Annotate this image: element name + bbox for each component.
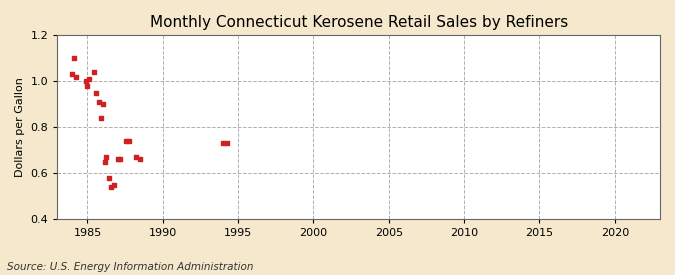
Title: Monthly Connecticut Kerosene Retail Sales by Refiners: Monthly Connecticut Kerosene Retail Sale… xyxy=(150,15,568,30)
Point xyxy=(135,157,146,161)
Point xyxy=(121,139,132,143)
Point xyxy=(81,79,92,83)
Point xyxy=(112,157,123,161)
Point xyxy=(124,139,134,143)
Point xyxy=(96,116,107,120)
Point xyxy=(115,157,126,161)
Point xyxy=(68,56,79,60)
Point xyxy=(217,141,228,145)
Text: Source: U.S. Energy Information Administration: Source: U.S. Energy Information Administ… xyxy=(7,262,253,272)
Point xyxy=(109,182,119,187)
Point xyxy=(71,75,82,79)
Point xyxy=(131,155,142,159)
Point xyxy=(103,175,114,180)
Point xyxy=(67,72,78,76)
Point xyxy=(93,100,104,104)
Point xyxy=(100,160,111,164)
Point xyxy=(91,90,102,95)
Point xyxy=(106,185,117,189)
Point xyxy=(97,102,108,106)
Point xyxy=(221,141,232,145)
Point xyxy=(83,77,94,81)
Point xyxy=(101,155,111,159)
Point xyxy=(88,70,99,74)
Point xyxy=(82,84,93,88)
Y-axis label: Dollars per Gallon: Dollars per Gallon xyxy=(15,77,25,177)
